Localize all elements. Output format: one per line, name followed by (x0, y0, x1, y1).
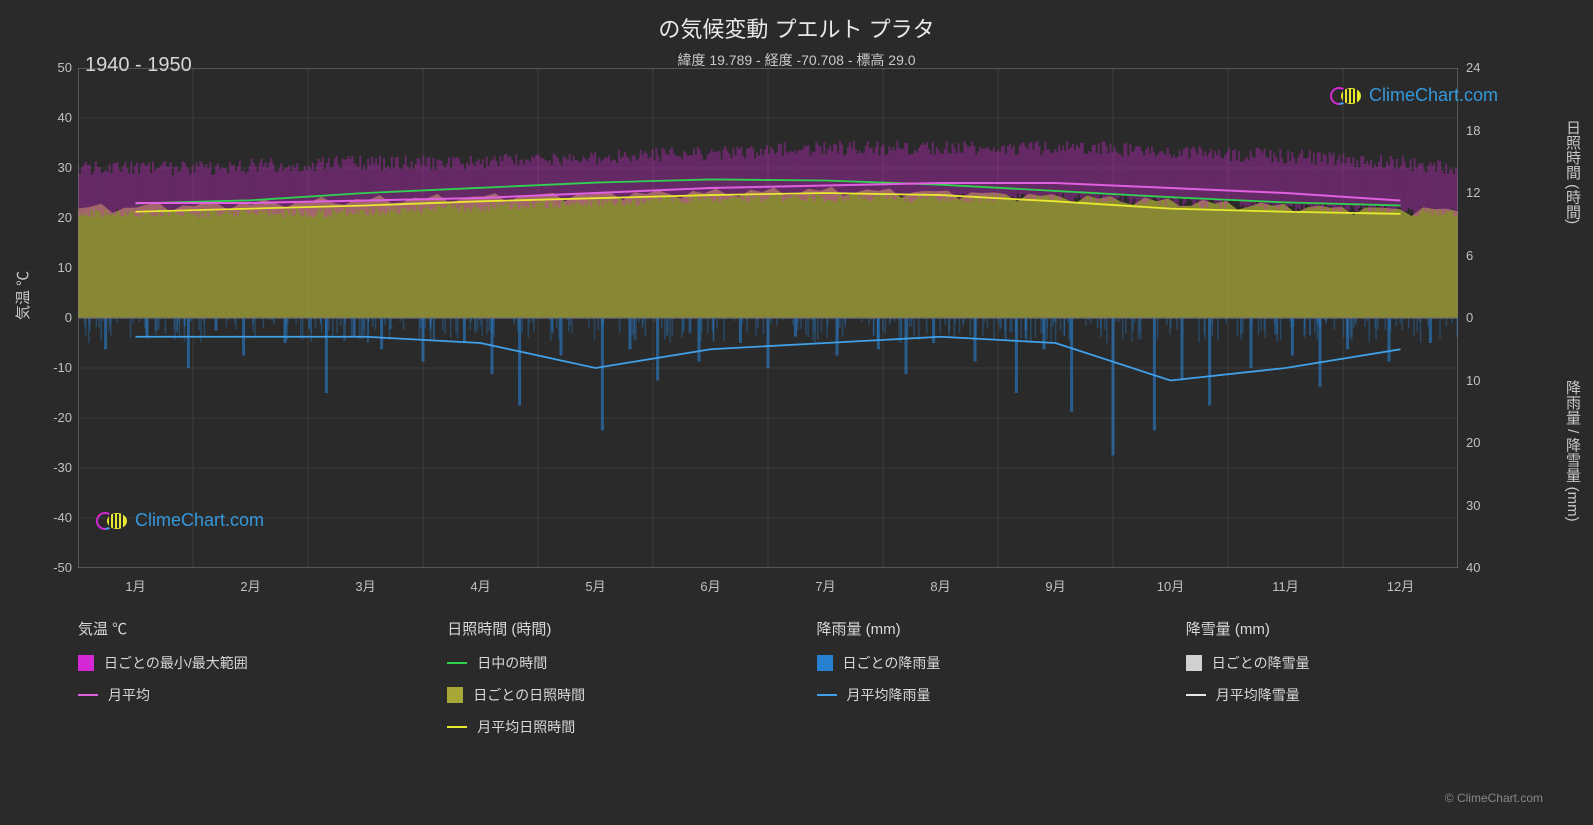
y-axis-right-top-label: 日照時間 (時間) (1562, 120, 1583, 224)
legend-item: 日ごとの降雪量 (1186, 653, 1515, 673)
y-right-bottom-tick: 20 (1466, 435, 1480, 450)
x-tick: 8月 (930, 576, 950, 595)
legend-label: 日ごとの降雨量 (843, 653, 941, 673)
x-tick: 12月 (1387, 576, 1414, 595)
x-tick: 7月 (815, 576, 835, 595)
legend-header-snow: 降雪量 (mm) (1186, 618, 1515, 639)
y-left-tick: 20 (58, 210, 72, 225)
y-left-tick: 30 (58, 160, 72, 175)
legend-col-rain: 降雨量 (mm) 日ごとの降雨量月平均降雨量 (817, 618, 1146, 749)
watermark-bottom: ClimeChart.com (95, 510, 264, 531)
legend-swatch-icon (78, 655, 94, 671)
watermark-text: ClimeChart.com (1369, 85, 1498, 106)
legend-swatch-icon (1186, 655, 1202, 671)
legend-item: 月平均 (78, 685, 407, 705)
footer-credit: © ClimeChart.com (1445, 791, 1543, 805)
legend-line-icon (447, 726, 467, 728)
y-left-tick: 0 (65, 310, 72, 325)
y-right-top-tick: 18 (1466, 123, 1480, 138)
legend-item: 日ごとの日照時間 (447, 685, 776, 705)
legend-label: 日中の時間 (477, 653, 547, 673)
x-tick: 5月 (585, 576, 605, 595)
legend-label: 日ごとの降雪量 (1212, 653, 1310, 673)
chart-subtitle: 緯度 19.789 - 経度 -70.708 - 標高 29.0 (0, 44, 1593, 70)
legend-item: 月平均日照時間 (447, 717, 776, 737)
legend-header-sun: 日照時間 (時間) (447, 618, 776, 639)
y-left-tick: 50 (58, 60, 72, 75)
x-tick: 9月 (1045, 576, 1065, 595)
y-right-top-tick: 24 (1466, 60, 1480, 75)
legend-label: 日ごとの最小/最大範囲 (104, 653, 248, 673)
legend-line-icon (447, 662, 467, 664)
x-tick: 6月 (700, 576, 720, 595)
y-right-bottom-tick: 10 (1466, 373, 1480, 388)
y-right-bottom-tick: 30 (1466, 498, 1480, 513)
legend-col-temp: 気温 ℃ 日ごとの最小/最大範囲月平均 (78, 618, 407, 749)
y-right-top-tick: 12 (1466, 185, 1480, 200)
legend-item: 日ごとの最小/最大範囲 (78, 653, 407, 673)
y-left-tick: -30 (53, 460, 72, 475)
x-tick: 10月 (1157, 576, 1184, 595)
legend-line-icon (78, 694, 98, 696)
legend-item: 月平均降雪量 (1186, 685, 1515, 705)
climechart-logo-icon (95, 511, 129, 531)
legend: 気温 ℃ 日ごとの最小/最大範囲月平均 日照時間 (時間) 日中の時間日ごとの日… (78, 618, 1515, 749)
x-tick: 11月 (1272, 576, 1299, 595)
legend-header-rain: 降雨量 (mm) (817, 618, 1146, 639)
climechart-logo-icon (1329, 86, 1363, 106)
legend-swatch-icon (817, 655, 833, 671)
y-right-bottom-tick: 40 (1466, 560, 1480, 575)
climate-chart: の気候変動 プエルト プラタ 緯度 19.789 - 経度 -70.708 - … (0, 0, 1593, 825)
legend-label: 月平均 (108, 685, 150, 705)
plot-area (78, 68, 1458, 568)
y-left-tick: 40 (58, 110, 72, 125)
legend-line-icon (1186, 694, 1206, 696)
legend-swatch-icon (447, 687, 463, 703)
legend-label: 月平均日照時間 (477, 717, 575, 737)
x-tick: 4月 (470, 576, 490, 595)
legend-col-snow: 降雪量 (mm) 日ごとの降雪量月平均降雪量 (1186, 618, 1515, 749)
y-right-top-tick: 0 (1466, 310, 1473, 325)
legend-header-temp: 気温 ℃ (78, 618, 407, 639)
legend-label: 月平均降雪量 (1216, 685, 1300, 705)
legend-label: 日ごとの日照時間 (473, 685, 585, 705)
y-left-tick: -40 (53, 510, 72, 525)
legend-item: 月平均降雨量 (817, 685, 1146, 705)
y-axis-right-bottom-label: 降雨量 / 降雪量 (mm) (1562, 380, 1583, 522)
y-axis-left-label: 気温 ℃ (12, 271, 33, 320)
y-left-tick: 10 (58, 260, 72, 275)
chart-title: の気候変動 プエルト プラタ (0, 0, 1593, 44)
legend-item: 日中の時間 (447, 653, 776, 673)
x-tick: 3月 (355, 576, 375, 595)
plot-svg (78, 68, 1458, 568)
legend-label: 月平均降雨量 (847, 685, 931, 705)
y-left-tick: -20 (53, 410, 72, 425)
y-left-tick: -50 (53, 560, 72, 575)
legend-item: 日ごとの降雨量 (817, 653, 1146, 673)
x-tick: 2月 (240, 576, 260, 595)
watermark-text: ClimeChart.com (135, 510, 264, 531)
legend-line-icon (817, 694, 837, 696)
watermark-top: ClimeChart.com (1329, 85, 1498, 106)
y-right-top-tick: 6 (1466, 248, 1473, 263)
x-tick: 1月 (125, 576, 145, 595)
legend-col-sun: 日照時間 (時間) 日中の時間日ごとの日照時間月平均日照時間 (447, 618, 776, 749)
y-left-tick: -10 (53, 360, 72, 375)
